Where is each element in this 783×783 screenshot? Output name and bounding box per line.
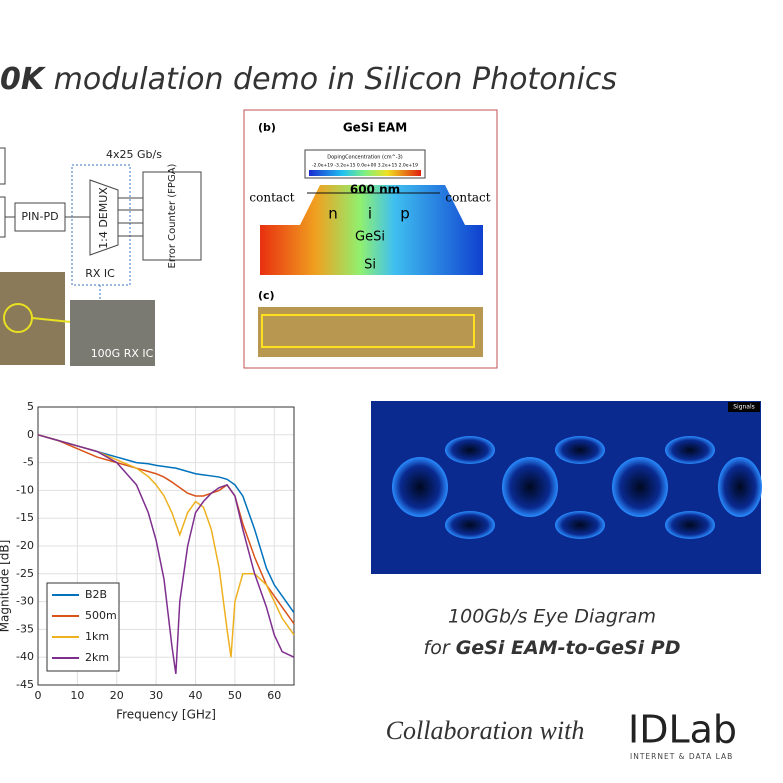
slide-title: 0K modulation demo in Silicon Photonics: [0, 62, 617, 97]
eam-title: GeSi EAM: [343, 121, 407, 135]
panel-c: (c): [258, 289, 275, 302]
y-tick-label: -30: [16, 595, 34, 608]
legend-label: 1km: [85, 630, 109, 643]
i-label: i: [368, 205, 372, 223]
p-label: p: [400, 205, 410, 223]
collab-text: Collaboration with: [386, 716, 585, 745]
legend-label: 500m: [85, 609, 117, 622]
pd-label: PIN-PD: [21, 210, 58, 223]
y-tick-label: 0: [27, 428, 34, 441]
device: [260, 185, 483, 275]
series-line: [37, 434, 295, 625]
eye-caption: 100Gb/s Eye Diagram: [448, 606, 656, 628]
width-label: 600 nm: [350, 183, 400, 197]
contact-right: contact: [445, 191, 490, 205]
y-tick-label: -10: [16, 483, 34, 496]
x-tick-label: 10: [70, 689, 84, 702]
y-tick-label: -15: [16, 511, 34, 524]
legend-label: 2km: [85, 651, 109, 664]
eye-diagram: [371, 401, 762, 574]
legend-box: [46, 582, 120, 672]
x-tick-label: 40: [189, 689, 203, 702]
colorbar-title: DopingConcentration (cm^-3): [327, 155, 403, 161]
n-label: n: [328, 205, 338, 223]
series-line: [37, 434, 295, 614]
x-tick-label: 0: [35, 689, 42, 702]
y-axis-label: Magnitude [dB]: [0, 540, 12, 633]
logo: IDLab: [628, 708, 737, 752]
legend-label: B2B: [85, 588, 107, 601]
x-tick-label: 50: [228, 689, 242, 702]
counter-label: Error Counter (FPGA): [167, 163, 178, 268]
contact-left: contact: [249, 191, 294, 205]
y-tick-label: -40: [16, 650, 34, 663]
magnitude-chart: 50-5-10-15-20-25-30-35-40-450 10 20 30 40 50 6…: [0, 400, 295, 722]
rate-label: 4x25 Gb/s: [106, 148, 162, 161]
gesi-label: GeSi: [355, 230, 385, 245]
plot-frame: [37, 406, 295, 686]
panel-b: (b): [258, 121, 276, 134]
si-label: Si: [364, 258, 376, 273]
block-diagram: [0, 147, 202, 366]
eye-caption-2: for GeSi EAM-to-GeSi PD: [424, 637, 681, 659]
eye-legend: Signals: [733, 404, 755, 411]
series-line: [37, 434, 295, 658]
x-tick-label: 60: [267, 689, 281, 702]
series-line: [37, 434, 295, 674]
x-tick-label: 20: [110, 689, 124, 702]
logo-sub: INTERNET & DATA LAB: [630, 752, 733, 761]
photo-label: 100G RX IC: [91, 347, 154, 360]
x-axis-label: Frequency [GHz]: [116, 708, 216, 722]
rx-ic-label: RX IC: [85, 267, 115, 280]
colorbar-ticks: -2.0e+19 -3.2e+15 0.0e+00 3.2e+15 2.0e+1…: [312, 163, 418, 169]
photo-highlight: [261, 314, 475, 348]
y-tick-label: -5: [23, 456, 34, 469]
y-tick-label: -20: [16, 539, 34, 552]
y-tick-label: -45: [16, 678, 34, 691]
colorbar: [309, 170, 421, 176]
y-tick-label: -35: [16, 622, 34, 635]
x-tick-label: 30: [149, 689, 163, 702]
demux-label: 1:4 DEMUX: [97, 187, 110, 249]
y-tick-label: -25: [16, 567, 34, 580]
y-tick-label: 5: [27, 400, 34, 413]
